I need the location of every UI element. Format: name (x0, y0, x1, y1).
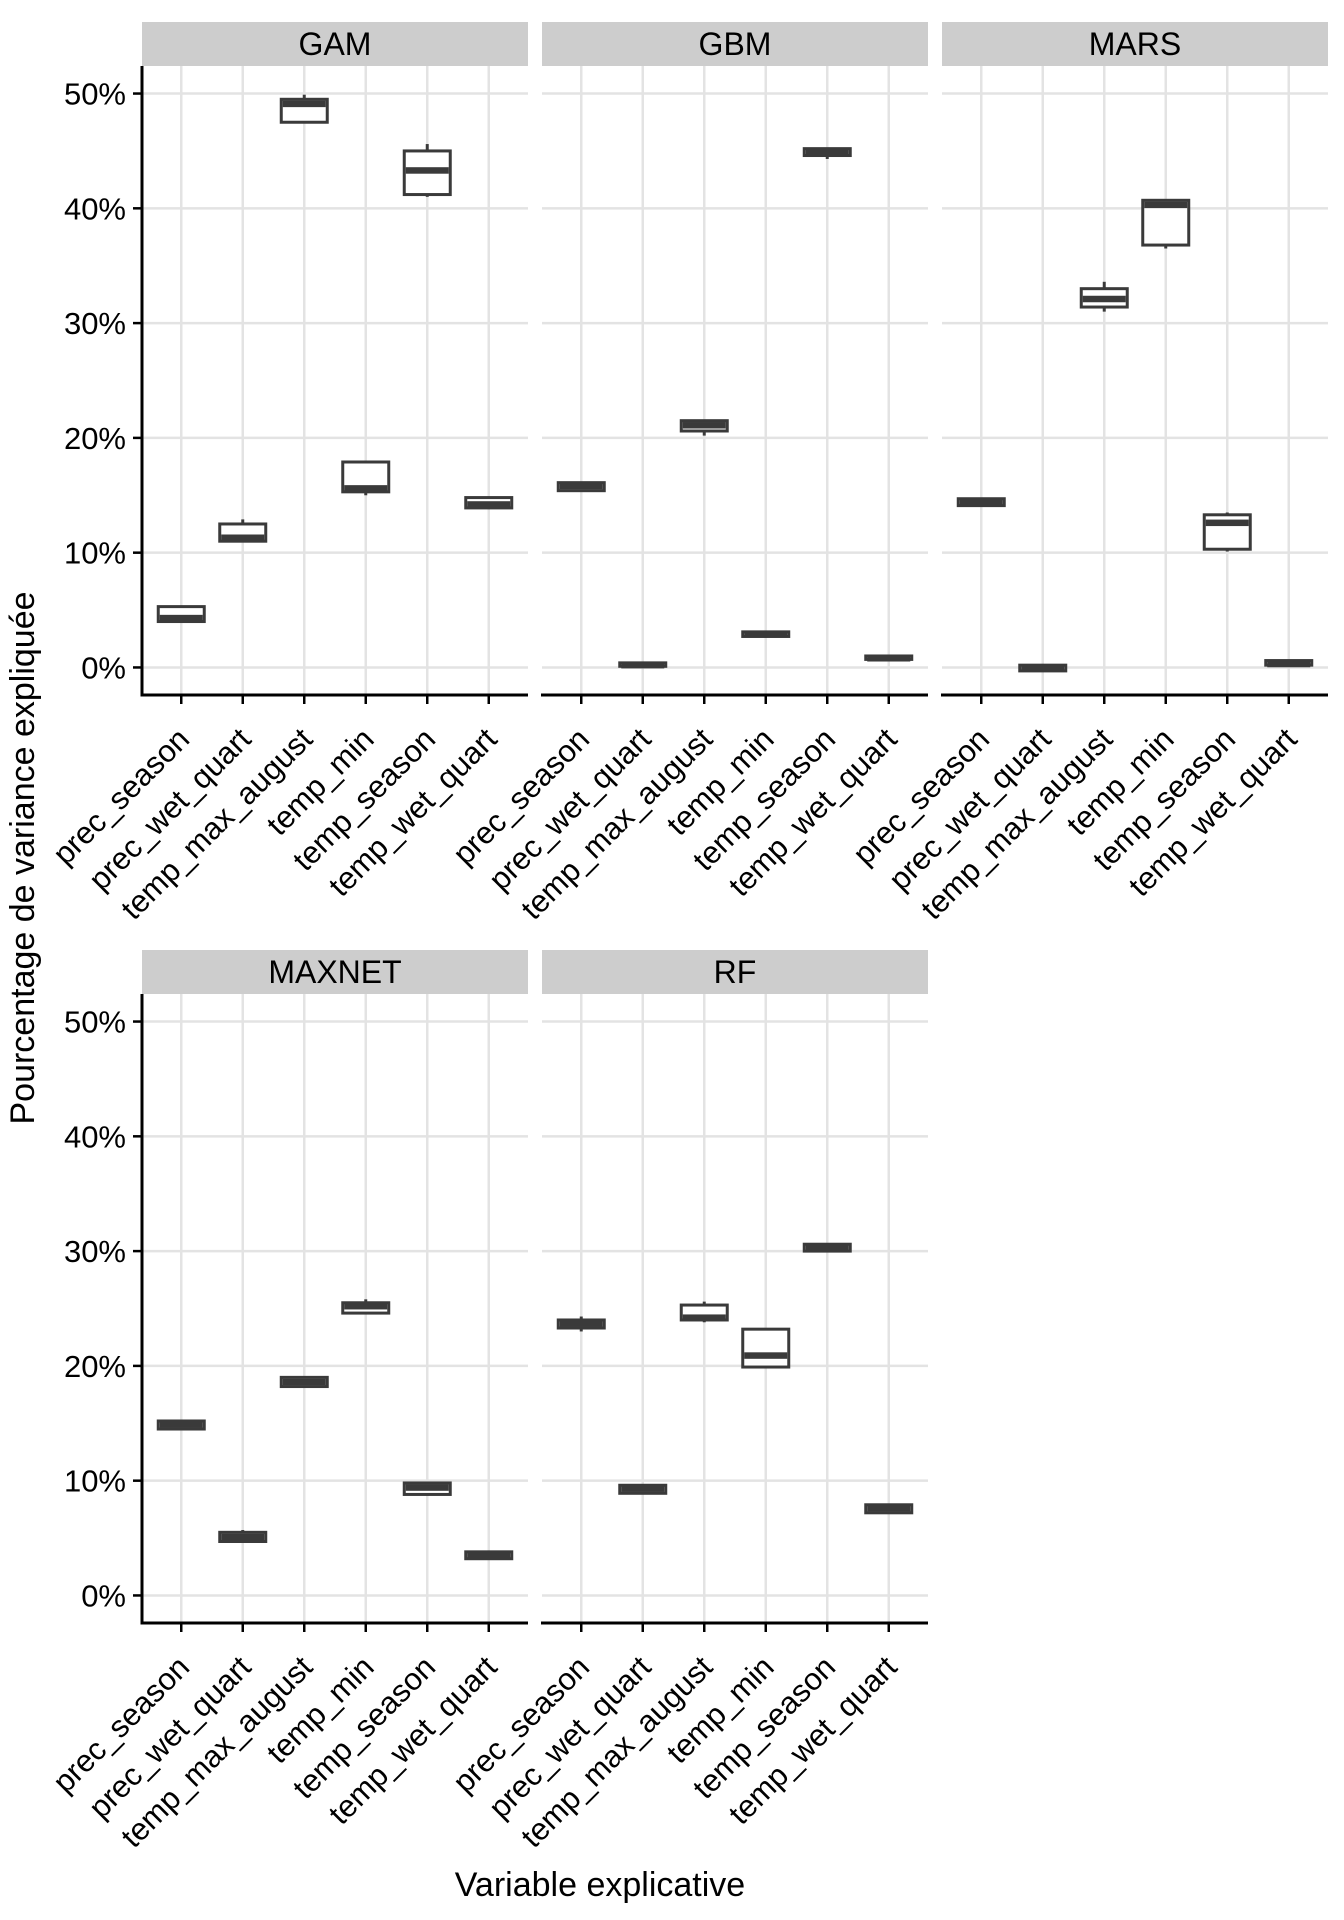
median-line (467, 1552, 511, 1559)
box-MARS-prec_season (956, 497, 1006, 508)
facet-panel-MARS: MARSprec_seasonprec_wet_quarttemp_max_au… (846, 22, 1328, 926)
median-line (1267, 660, 1311, 668)
y-axis-title: Pourcentage de variance expliquée (4, 591, 42, 1124)
median-line (282, 100, 326, 108)
box-GBM-temp_min (741, 630, 791, 638)
box-GAM-temp_max_august (279, 94, 329, 124)
box-GBM-prec_wet_quart (618, 661, 668, 669)
y-tick-label: 40% (64, 1119, 126, 1154)
box-MAXNET-temp_season (402, 1481, 452, 1496)
facet-panel-MAXNET: MAXNETprec_seasonprec_wet_quarttemp_max_… (46, 950, 528, 1854)
facet-strip-label-MAXNET: MAXNET (268, 954, 401, 990)
median-line (744, 630, 788, 638)
median-line (682, 1314, 726, 1321)
facet-panel-GBM: GBMprec_seasonprec_wet_quarttemp_max_aug… (446, 22, 928, 926)
y-tick-label: 30% (64, 1234, 126, 1269)
median-line (1021, 665, 1065, 672)
median-line (682, 422, 726, 429)
median-line (1082, 295, 1126, 303)
box-MAXNET-prec_wet_quart (218, 1530, 268, 1544)
y-tick-label: 50% (64, 1005, 126, 1040)
median-line (1144, 201, 1188, 209)
median-line (282, 1378, 326, 1386)
median-line (559, 1320, 603, 1327)
facet-strip-GBM (542, 22, 928, 66)
median-line (344, 485, 388, 492)
median-line (867, 655, 911, 662)
box-GBM-temp_season (802, 147, 852, 159)
box-MARS-temp_wet_quart (1264, 659, 1314, 668)
y-tick-label: 0% (81, 1578, 126, 1613)
y-tick-label: 30% (64, 306, 126, 341)
box-RF-prec_season (556, 1316, 606, 1332)
box-GAM-prec_wet_quart (218, 519, 268, 543)
facet-strip-GAM (142, 22, 528, 66)
facet-strip-label-GAM: GAM (299, 26, 372, 62)
median-line (344, 1302, 388, 1310)
median-line (744, 1352, 788, 1359)
box-MARS-temp_season (1202, 512, 1252, 552)
box-GBM-temp_wet_quart (864, 654, 914, 662)
box-MARS-temp_min (1141, 198, 1191, 249)
y-tick-label: 10% (64, 536, 126, 571)
box-MARS-prec_wet_quart (1018, 663, 1068, 673)
median-line (621, 661, 665, 669)
facet-strip-RF (542, 950, 928, 994)
median-line (159, 1421, 203, 1428)
facet-panel-GAM: GAMprec_seasonprec_wet_quarttemp_max_aug… (46, 22, 528, 926)
median-line (805, 148, 849, 156)
box-GAM-temp_min (341, 460, 391, 496)
box-MARS-temp_max_august (1079, 281, 1129, 312)
box-RF-prec_wet_quart (618, 1483, 668, 1495)
facet-strip-label-GBM: GBM (699, 26, 772, 62)
median-line (559, 482, 603, 490)
box-body (741, 1327, 791, 1369)
median-line (221, 534, 265, 541)
median-line (221, 1533, 265, 1541)
facet-panel-RF: RFprec_seasonprec_wet_quarttemp_max_augu… (446, 950, 928, 1854)
median-line (405, 1484, 449, 1491)
y-tick-label: 50% (64, 77, 126, 112)
y-tick-label: 10% (64, 1464, 126, 1499)
box-RF-temp_min (741, 1327, 791, 1369)
box-MAXNET-prec_season (156, 1419, 206, 1431)
median-line (159, 614, 203, 622)
facet-strip-label-MARS: MARS (1089, 26, 1181, 62)
y-tick-label: 20% (64, 421, 126, 456)
box-GBM-temp_max_august (679, 419, 729, 436)
box-RF-temp_wet_quart (864, 1503, 914, 1515)
box-MAXNET-temp_max_august (279, 1375, 329, 1389)
box-MAXNET-temp_wet_quart (464, 1550, 514, 1561)
median-line (405, 167, 449, 174)
box-RF-temp_max_august (679, 1301, 729, 1323)
box-RF-temp_season (802, 1242, 852, 1253)
box-GAM-temp_wet_quart (464, 496, 514, 510)
y-tick-label: 40% (64, 191, 126, 226)
median-line (867, 1504, 911, 1512)
y-tick-label: 0% (81, 650, 126, 685)
median-line (621, 1485, 665, 1492)
facet-strip-MARS (942, 22, 1328, 66)
y-tick-label: 20% (64, 1349, 126, 1384)
median-line (959, 498, 1003, 506)
box-GBM-prec_season (556, 481, 606, 493)
box-GAM-temp_season (402, 144, 452, 197)
x-axis-title: Variable explicative (455, 1866, 745, 1904)
facet-strip-MAXNET (142, 950, 528, 994)
median-line (805, 1244, 849, 1251)
facet-strip-label-RF: RF (714, 954, 757, 990)
box-GAM-prec_season (156, 605, 206, 624)
box-MAXNET-temp_min (341, 1299, 391, 1315)
median-line (1205, 519, 1249, 527)
median-line (467, 501, 511, 508)
